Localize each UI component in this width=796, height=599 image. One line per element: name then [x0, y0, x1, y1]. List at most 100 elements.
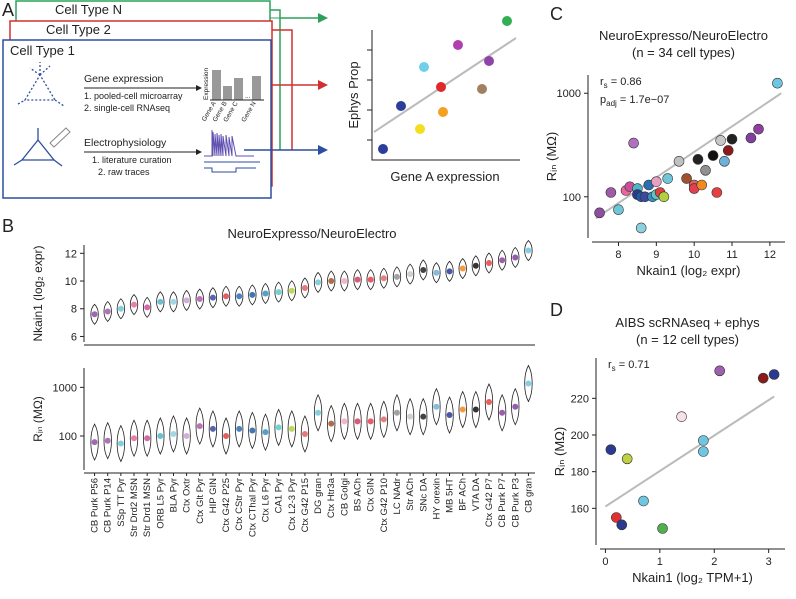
- x-tick-label: HIP GIN: [208, 478, 219, 513]
- violin-median: [236, 425, 243, 432]
- point: [676, 411, 687, 422]
- violin-median: [262, 429, 269, 436]
- violin-median: [157, 298, 164, 305]
- violin-outline: [524, 239, 533, 262]
- violin-outline: [379, 400, 388, 439]
- point: [621, 453, 633, 465]
- point: [768, 369, 780, 380]
- violin-median: [249, 291, 256, 298]
- annotation-subscript: s: [612, 364, 616, 373]
- mini-ticks: [367, 49, 372, 141]
- point: [726, 133, 738, 145]
- violin-median: [446, 268, 453, 275]
- point: [745, 132, 757, 144]
- violin-outline: [366, 269, 375, 291]
- violin-outline: [432, 262, 441, 284]
- x-tick-label: CA1 Pyr: [274, 478, 285, 513]
- x-tick-label: CB Purk P56: [90, 478, 101, 533]
- annotation: padj = 1.7e−07: [600, 94, 669, 108]
- violin-median: [420, 266, 427, 273]
- violin-median: [407, 413, 414, 420]
- violin-median: [262, 290, 269, 297]
- violin-outline: [313, 271, 323, 293]
- violin-outline: [497, 393, 507, 432]
- annotation-subscript: adj: [606, 99, 617, 108]
- annotation-symbol: r: [608, 359, 612, 371]
- x-tick-label: 9: [653, 249, 659, 261]
- point: [635, 222, 647, 234]
- violin-outline: [195, 407, 204, 445]
- x-tick-label: Ctx G42 P15: [300, 478, 311, 532]
- x-tick-label: Ctx G42 P7: [484, 478, 495, 527]
- violin-outline: [116, 424, 126, 463]
- violin-median: [117, 305, 124, 312]
- annotation: rs = 0.86: [600, 76, 642, 90]
- violin-median: [380, 275, 387, 282]
- x-tick-label: Str ACh: [405, 478, 416, 511]
- violin-outline: [458, 390, 467, 429]
- point: [722, 145, 734, 156]
- y-tick-label: 100: [563, 192, 581, 204]
- violin-outline: [405, 263, 415, 285]
- violin-outline: [300, 277, 310, 299]
- violin-outline: [484, 383, 494, 421]
- x-tick-label: 12: [764, 249, 776, 261]
- x-tick-label: HY orexin: [431, 478, 442, 520]
- violin-outline: [497, 249, 507, 271]
- violin-outline: [405, 397, 415, 436]
- y-axis-label: Rᵢₙ (MΩ): [544, 132, 559, 181]
- panel-label: A: [2, 0, 14, 20]
- point: [696, 179, 708, 191]
- violin-outline: [129, 419, 139, 458]
- violin-outline: [340, 402, 349, 441]
- chart-title: NeuroExpresso/NeuroElectro: [599, 28, 768, 43]
- y-axis-label: Nkain1 (log₂ expr): [31, 245, 45, 341]
- trend-line: [595, 92, 782, 220]
- point: [658, 191, 670, 203]
- schematic-dots: [378, 16, 512, 154]
- violin-outline: [366, 402, 375, 441]
- x-tick-label: Str Drd1 MSN: [142, 478, 153, 537]
- violin-median: [525, 247, 532, 254]
- annotation-symbol: r: [600, 76, 604, 88]
- x-tick-label: SNc DA: [418, 477, 429, 511]
- violin-median: [499, 257, 506, 264]
- x-tick-label: SSp TT Pyr: [116, 478, 127, 527]
- x-tick-label: VTA DA: [471, 477, 482, 511]
- chart-title: NeuroExpresso/NeuroElectro: [227, 226, 396, 241]
- point: [698, 446, 709, 457]
- violin-outline: [261, 413, 270, 451]
- violin-outline: [182, 289, 191, 311]
- violin-median: [157, 433, 164, 439]
- violin-outline: [274, 408, 283, 447]
- violin-median: [183, 297, 190, 304]
- point: [594, 207, 605, 219]
- point: [753, 123, 764, 135]
- violin-median: [170, 430, 177, 437]
- violin-outline: [248, 284, 257, 306]
- point: [611, 512, 622, 523]
- x-tick-label: CB Purk P14: [103, 478, 114, 533]
- violin-median: [393, 409, 400, 416]
- x-tick-label: Ctx CStr Pyr: [234, 478, 245, 531]
- violin-outline: [340, 270, 349, 292]
- violin-median: [407, 271, 414, 278]
- arrow-head: [318, 80, 328, 90]
- x-tick-label: Ctx G42 P25: [221, 478, 232, 532]
- point: [662, 173, 673, 184]
- violin-median: [472, 406, 479, 413]
- violin-median: [209, 425, 216, 432]
- violin-median: [485, 260, 492, 267]
- x-tick-label: 10: [688, 249, 700, 261]
- y-tick-label: 6: [71, 331, 77, 343]
- violin-median: [196, 423, 203, 430]
- violin-median: [104, 437, 111, 444]
- axis-label: Ephys Prop: [346, 61, 361, 128]
- violin-median: [433, 269, 440, 276]
- violin-median: [223, 293, 230, 300]
- violin-median: [341, 418, 348, 425]
- x-tick-label: CB Golgi: [339, 478, 350, 516]
- method-step: 1. pooled-cell microarray: [84, 91, 183, 101]
- point: [673, 156, 685, 167]
- violin-median: [301, 284, 308, 291]
